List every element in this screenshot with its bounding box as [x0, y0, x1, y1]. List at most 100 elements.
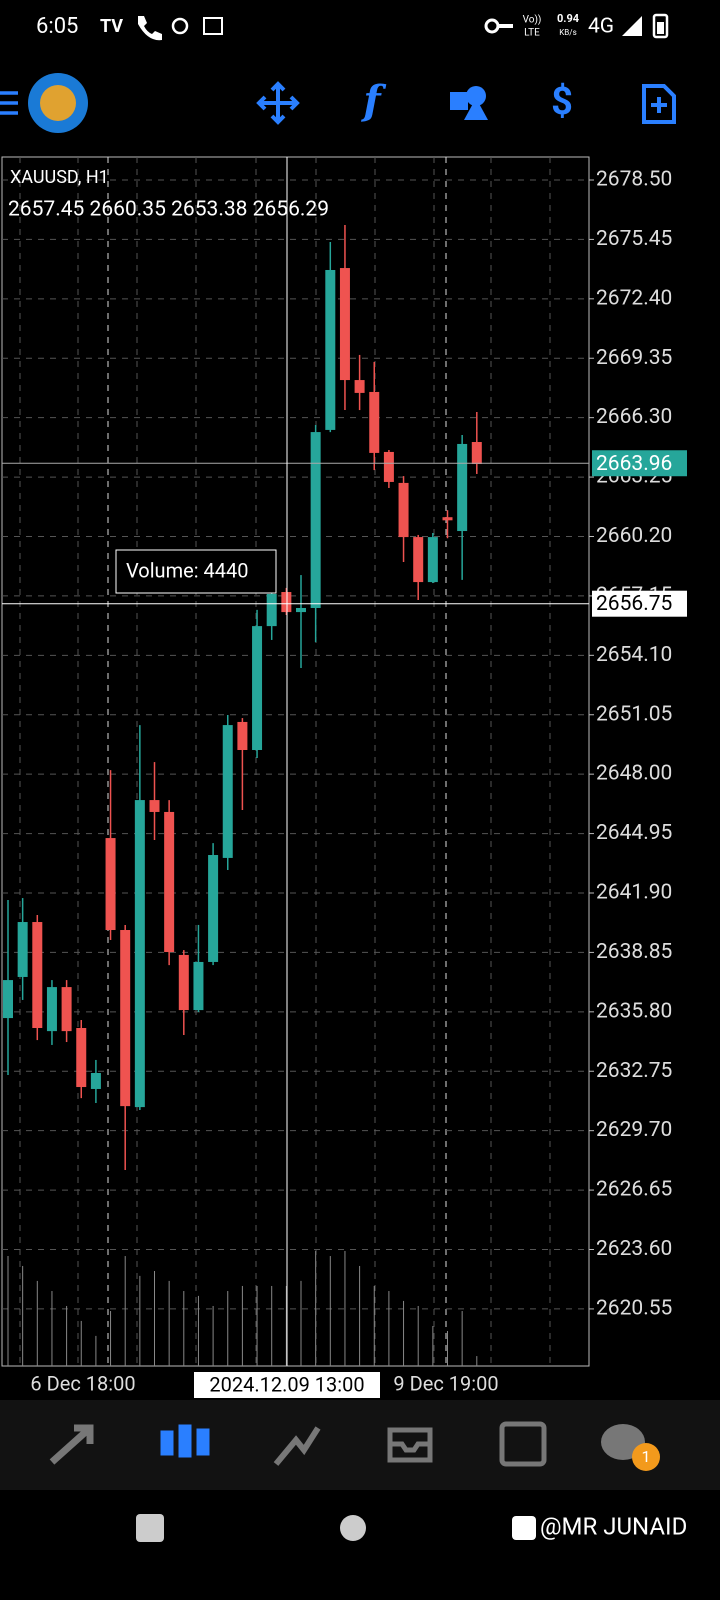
y-tick-label: 2660.20 — [596, 524, 672, 548]
candle-body — [90, 1073, 101, 1089]
candle-body — [3, 980, 13, 1019]
speed-text: 0.94 — [557, 12, 580, 25]
candle-body — [369, 391, 380, 453]
signal-icon — [622, 16, 642, 36]
battery-icon — [652, 13, 669, 39]
trade-button[interactable]: $ — [551, 80, 573, 124]
y-tick-label: 2675.45 — [596, 227, 672, 251]
news-tab[interactable] — [499, 1421, 547, 1467]
candle-body — [164, 811, 175, 953]
candle-body — [442, 517, 453, 521]
y-tick-label: 2654.10 — [596, 643, 672, 667]
candle-body — [383, 451, 394, 482]
bottom-nav — [0, 1400, 720, 1490]
candle-body — [178, 954, 189, 1011]
speed-unit: KB/s — [559, 28, 576, 37]
settings-icon — [171, 17, 189, 35]
chart-tab[interactable] — [160, 1424, 210, 1458]
candle-body — [471, 442, 482, 465]
volte-text: Vo)) — [523, 14, 542, 26]
facebook-icon — [512, 1516, 536, 1540]
candle-body — [17, 922, 28, 977]
menu-button[interactable] — [0, 91, 18, 115]
candle-body — [105, 838, 116, 931]
crosshair-time-label: 2024.12.09 13:00 — [209, 1372, 364, 1396]
clock: 6:05 — [36, 14, 78, 39]
new-order-button[interactable] — [642, 84, 676, 124]
symbol-label: XAUUSD, H1 — [10, 167, 109, 188]
candle-body — [149, 800, 160, 812]
lte-text: LTE — [524, 28, 540, 39]
chart-frame — [1, 156, 590, 1367]
crosshair-price-label: 2656.75 — [596, 592, 672, 616]
candle-body — [252, 626, 263, 751]
candle-body — [134, 800, 145, 1108]
recents-button[interactable] — [136, 1514, 164, 1542]
candle-body — [46, 987, 57, 1032]
candle-body — [266, 593, 277, 627]
candle-body — [32, 922, 43, 1029]
y-tick-label: 2669.35 — [596, 346, 672, 370]
badge — [632, 1443, 660, 1471]
ohlc-label: 2657.45 2660.35 2653.38 2656.29 — [8, 198, 329, 222]
candle-body — [310, 432, 321, 608]
chart: 2678.50 2675.45 2672.40 2669.35 2666.30 2663.… — [1, 156, 687, 1398]
candle-body — [281, 592, 292, 613]
y-tick-label: 2666.30 — [596, 405, 672, 429]
crosshair-time-tag — [194, 1372, 380, 1398]
y-tick-label: 2620.55 — [596, 1296, 672, 1320]
toolbar: f $ — [0, 73, 676, 133]
candle-body — [208, 855, 219, 962]
x-tick-label: 6 Dec 18:00 — [30, 1371, 135, 1395]
watermark: @MR JUNAID — [540, 1512, 687, 1540]
history-tab[interactable] — [387, 1427, 433, 1463]
candle-body — [61, 987, 72, 1032]
badge-count: 1 — [642, 1447, 651, 1466]
y-tick-label: 2635.80 — [596, 999, 672, 1023]
y-tick-label: 2632.75 — [596, 1059, 672, 1083]
candle-body — [222, 725, 233, 858]
candle-body — [457, 443, 468, 532]
y-tick-label: 2651.05 — [596, 702, 672, 726]
candle-body — [237, 721, 248, 751]
y-tick-label: 2626.65 — [596, 1178, 672, 1202]
candle-body — [325, 269, 336, 430]
candle-body — [398, 482, 409, 538]
candle-body — [339, 268, 350, 381]
volume-tooltip-text: Volume: 4440 — [126, 558, 249, 582]
candle-body — [354, 380, 365, 393]
objects-button[interactable] — [450, 86, 488, 120]
y-tick-label: 2678.50 — [596, 168, 672, 192]
candle-body — [427, 537, 438, 583]
network-text: 4G — [588, 15, 614, 39]
trade-tab[interactable] — [273, 1426, 321, 1466]
crosshair-price-tag — [592, 590, 687, 617]
call-icon — [138, 16, 162, 41]
key-icon — [497, 24, 513, 28]
home-button[interactable] — [340, 1515, 366, 1541]
y-tick-label: 2629.70 — [596, 1118, 672, 1142]
current-price-tag — [592, 450, 687, 477]
y-tick-label: 2641.90 — [596, 881, 672, 905]
candle-body — [193, 961, 204, 1011]
y-tick-label: 2623.60 — [596, 1237, 672, 1261]
bottom-nav-icons: 1 — [49, 1421, 660, 1471]
battery-level — [657, 22, 664, 34]
app-logo-inner — [40, 85, 76, 121]
candle-body — [76, 1028, 87, 1088]
y-tick-label: 2644.95 — [596, 821, 672, 845]
candle-body — [413, 537, 424, 583]
y-tick-label: 2672.40 — [596, 286, 672, 310]
y-tick-label: 2648.00 — [596, 762, 672, 786]
volume-tooltip — [115, 549, 277, 594]
crosshair-button[interactable] — [256, 81, 300, 125]
candle-body — [296, 607, 306, 613]
quotes-tab[interactable] — [49, 1424, 94, 1465]
status-icon: TV — [100, 16, 123, 37]
calendar-icon — [203, 17, 223, 35]
x-tick-label: 9 Dec 19:00 — [393, 1371, 498, 1395]
current-price-label: 2663.96 — [596, 452, 672, 476]
candle-body — [120, 930, 131, 1107]
